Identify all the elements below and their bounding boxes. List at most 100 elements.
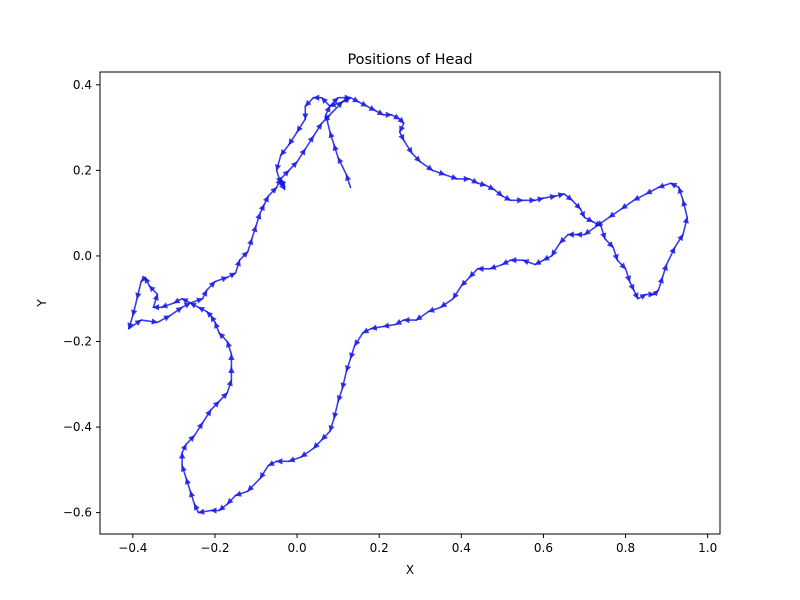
path-segment	[279, 169, 290, 180]
path-segment	[329, 101, 344, 116]
path-segment	[127, 319, 142, 330]
path-segment	[522, 259, 537, 266]
path-segment	[534, 258, 545, 266]
path-segment	[189, 302, 200, 309]
path-segment	[247, 477, 261, 493]
path-segment	[501, 258, 512, 266]
path-segment	[214, 321, 221, 334]
path-segment	[234, 259, 241, 274]
y-tick-label: −0.6	[63, 506, 92, 520]
path-segment	[616, 259, 627, 270]
path-segment	[218, 332, 229, 343]
path-segment	[296, 148, 307, 163]
path-segment	[267, 186, 278, 197]
path-segment	[345, 357, 352, 373]
path-segment	[173, 297, 183, 304]
path-segment	[201, 409, 212, 424]
path-segment	[398, 131, 405, 142]
path-segment	[320, 114, 331, 125]
path-segment	[657, 276, 664, 292]
path-segment	[337, 156, 348, 176]
path-segment	[156, 314, 171, 324]
y-axis: −0.6 −0.4 −0.2 0.0 0.2 0.4	[63, 78, 100, 520]
path-segment	[397, 116, 405, 125]
path-segment	[210, 314, 217, 324]
path-segment	[652, 289, 660, 297]
path-segment	[468, 177, 479, 184]
path-segment	[444, 173, 459, 181]
path-segment	[320, 430, 331, 441]
path-segment	[262, 195, 270, 206]
path-segment	[279, 143, 290, 157]
path-segment	[332, 400, 339, 420]
path-segment	[669, 182, 680, 189]
path-segment	[604, 238, 615, 249]
path-segment	[197, 306, 208, 313]
y-tick-label: 0.4	[73, 78, 92, 92]
path-segment	[402, 139, 413, 155]
path-segment	[681, 199, 689, 219]
path-segment	[439, 297, 454, 309]
path-segment	[169, 306, 183, 317]
path-segment	[571, 199, 582, 210]
path-segment	[394, 318, 405, 326]
path-segment	[210, 400, 220, 411]
path-segment	[193, 421, 204, 437]
path-segment	[185, 434, 196, 446]
path-segment	[390, 113, 401, 120]
path-segment	[328, 131, 335, 146]
path-segment	[501, 194, 512, 202]
path-segment	[328, 417, 335, 433]
y-tick-label: −0.2	[63, 335, 92, 349]
chart-title: Positions of Head	[347, 52, 472, 68]
path-segment	[288, 161, 298, 172]
path-segment	[148, 285, 159, 296]
path-segment	[258, 203, 266, 214]
path-segment	[226, 340, 233, 356]
path-segment	[218, 503, 229, 512]
path-segment	[341, 96, 352, 103]
path-segment	[489, 263, 504, 270]
path-segment	[563, 193, 574, 202]
path-segment	[332, 143, 339, 159]
path-segment	[188, 490, 196, 505]
path-segment	[542, 254, 553, 262]
x-axis: −0.4 −0.2 0.0 0.2 0.4 0.6 0.8 1.0	[118, 534, 717, 555]
path-segment	[144, 276, 151, 287]
path-segment	[374, 109, 385, 116]
path-segment	[398, 122, 406, 133]
path-segment	[661, 263, 668, 279]
path-segment	[296, 118, 307, 133]
path-segment	[329, 101, 344, 108]
path-segment	[160, 302, 175, 309]
path-segment	[427, 306, 442, 313]
path-segment	[135, 280, 142, 300]
path-segment	[361, 327, 372, 334]
path-segment	[288, 131, 298, 146]
path-segment	[131, 297, 138, 317]
path-segment	[218, 391, 229, 403]
path-segment	[324, 105, 331, 116]
x-tick-label: 0.2	[370, 541, 389, 555]
path-segment	[140, 275, 148, 283]
path-segment	[349, 344, 356, 360]
path-segment	[677, 186, 684, 202]
path-segment	[600, 225, 607, 240]
path-segment	[608, 208, 623, 219]
path-segment	[278, 182, 286, 191]
path-segment	[226, 379, 233, 394]
path-segment	[251, 225, 258, 240]
y-tick-label: 0.0	[73, 249, 92, 263]
path-segment	[682, 216, 689, 236]
y-tick-label: 0.2	[73, 163, 92, 177]
path-segment	[206, 280, 216, 292]
path-segment	[624, 267, 631, 283]
path-segment	[197, 508, 212, 515]
path-segment	[632, 193, 647, 202]
path-segment	[140, 318, 159, 325]
path-segment	[559, 233, 569, 244]
x-tick-label: 0.4	[452, 541, 471, 555]
x-tick-label: −0.4	[118, 541, 147, 555]
path-segment	[460, 276, 471, 287]
